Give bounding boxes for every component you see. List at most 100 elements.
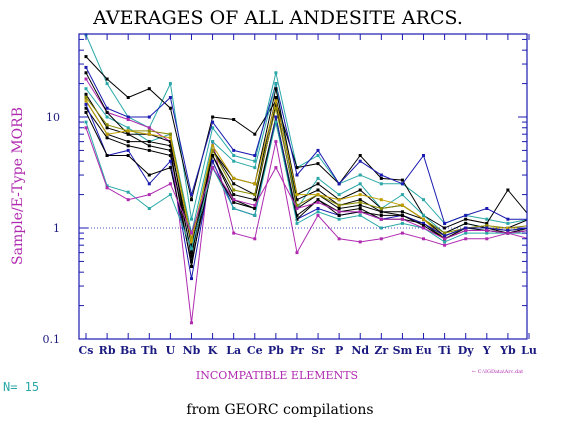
data-point: [316, 176, 320, 180]
data-point: [232, 176, 236, 180]
data-point: [190, 240, 193, 244]
data-point: [316, 148, 320, 152]
data-point: [126, 115, 130, 119]
data-point: [295, 203, 299, 207]
data-point: [147, 140, 151, 144]
data-point: [422, 217, 425, 221]
data-point: [485, 226, 489, 230]
data-point: [126, 148, 130, 152]
data-point: [422, 226, 425, 230]
data-point: [316, 210, 320, 214]
chart-title: AVERAGES OF ALL ANDESITE ARCS.: [92, 7, 463, 29]
data-point: [528, 229, 531, 232]
data-point: [528, 218, 531, 221]
data-point: [443, 240, 447, 244]
data-point: [253, 182, 257, 186]
series-line: [85, 97, 527, 239]
data-point: [337, 193, 341, 197]
data-point: [126, 154, 130, 157]
x-tick-label: Th: [141, 344, 157, 357]
data-point: [190, 255, 193, 259]
data-point: [379, 176, 383, 180]
data-point: [168, 132, 172, 136]
series-line: [85, 83, 527, 234]
x-tick-label: Ba: [120, 344, 136, 357]
data-point: [168, 154, 172, 157]
data-point: [400, 221, 404, 225]
data-point: [232, 207, 236, 210]
data-point: [232, 188, 236, 192]
sample-count: N= 15: [3, 380, 39, 394]
data-point: [506, 221, 510, 225]
data-point: [528, 232, 531, 235]
series-line: [85, 67, 527, 225]
data-point: [295, 173, 299, 177]
data-point: [253, 213, 257, 217]
data-point: [232, 159, 236, 163]
data-point: [506, 188, 510, 192]
x-tick-label: Lu: [521, 344, 537, 357]
data-point: [105, 184, 109, 188]
data-point: [358, 188, 362, 192]
data-point: [379, 207, 383, 210]
data-point: [400, 210, 404, 214]
data-point: [168, 106, 172, 110]
x-tick-label: Sr: [311, 344, 325, 357]
data-point: [528, 224, 531, 227]
data-point: [464, 226, 468, 230]
data-point: [400, 231, 404, 235]
data-point: [253, 203, 257, 207]
data-point: [211, 148, 215, 152]
data-point: [147, 87, 151, 91]
data-point: [400, 178, 404, 182]
data-point: [528, 229, 531, 232]
series-line: [85, 107, 527, 253]
data-point: [84, 77, 88, 81]
data-point: [528, 227, 531, 230]
file-label: ← C:\IGData\Arc.dat: [472, 369, 523, 375]
data-point: [485, 217, 489, 221]
series-line: [85, 127, 527, 240]
data-point: [358, 203, 362, 207]
data-point: [337, 182, 341, 186]
y-axis-label: Sample/E-Type MORB: [10, 107, 26, 265]
data-point: [295, 207, 299, 210]
data-point: [358, 200, 362, 204]
data-point: [105, 115, 109, 119]
data-point: [400, 203, 404, 207]
data-point: [274, 96, 278, 99]
data-point: [253, 207, 257, 210]
data-point: [528, 218, 531, 221]
data-point: [316, 200, 320, 204]
x-tick-label: Y: [482, 344, 491, 357]
data-point: [232, 118, 236, 121]
plot-frame: [78, 33, 528, 340]
data-point: [211, 159, 215, 163]
data-point: [485, 231, 489, 235]
data-point: [295, 198, 299, 202]
x-tick-label: U: [166, 344, 176, 357]
data-point: [126, 129, 130, 133]
data-point: [464, 217, 468, 221]
data-point: [253, 237, 257, 241]
data-point: [211, 154, 215, 157]
data-point: [211, 144, 215, 148]
x-tick-label: Eu: [415, 344, 431, 357]
data-point: [274, 106, 278, 110]
data-point: [105, 82, 109, 86]
data-point: [295, 166, 299, 170]
data-point: [190, 193, 193, 197]
data-point: [168, 182, 172, 186]
data-point: [147, 126, 151, 130]
data-point: [379, 182, 383, 186]
data-point: [105, 136, 109, 140]
data-point: [253, 193, 257, 197]
data-point: [84, 106, 88, 110]
data-point: [379, 217, 383, 221]
data-point: [485, 237, 489, 241]
data-point: [443, 231, 447, 235]
data-point: [126, 144, 130, 148]
data-point: [147, 115, 151, 119]
data-point: [253, 166, 257, 170]
data-point: [274, 115, 278, 119]
